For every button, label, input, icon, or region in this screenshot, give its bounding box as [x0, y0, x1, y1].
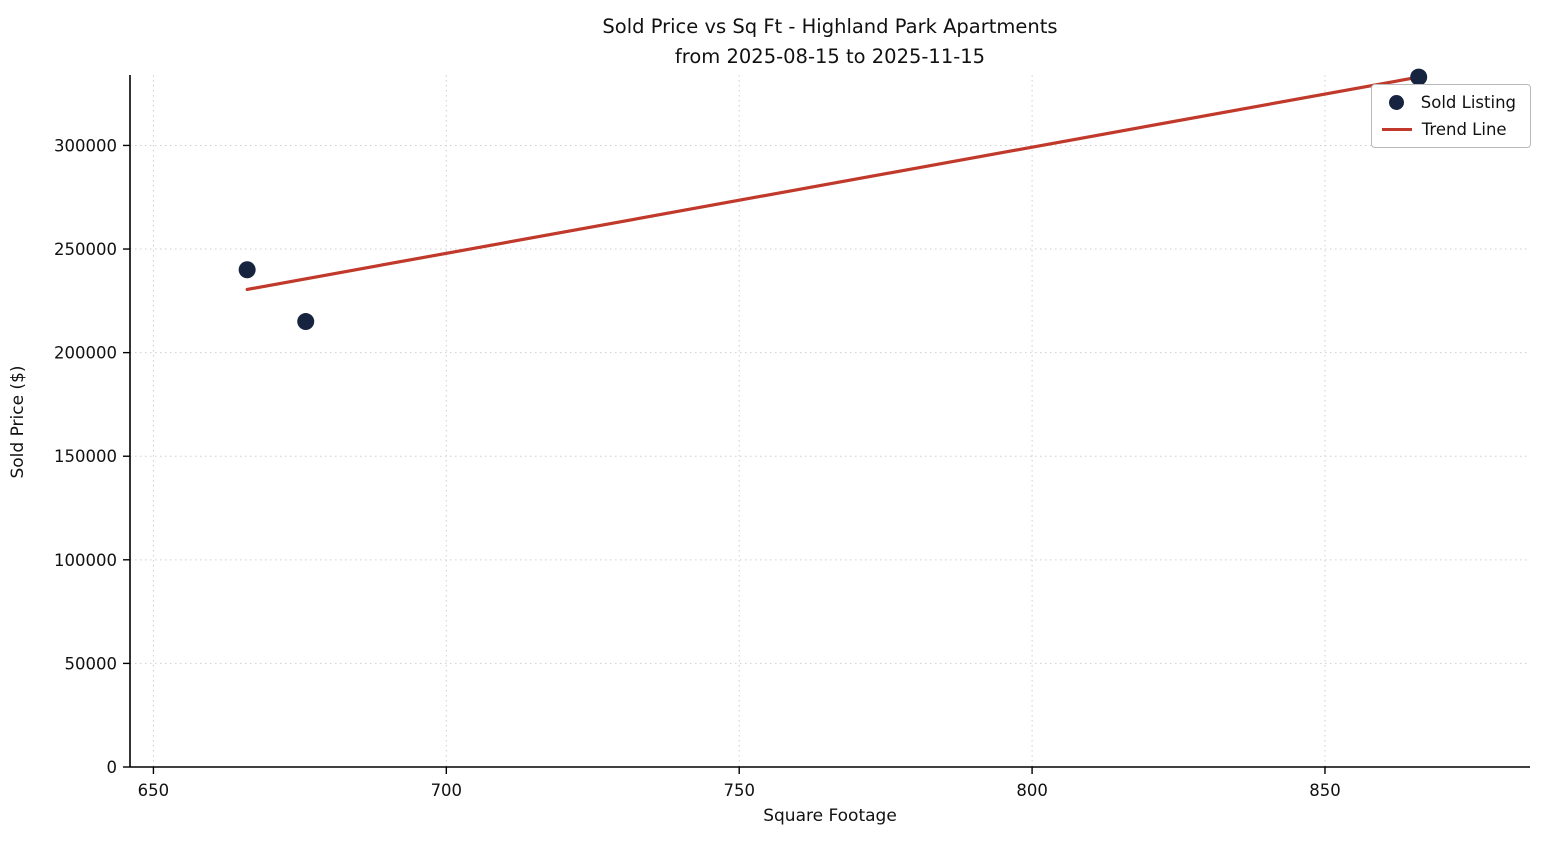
- sold-listing-marker-icon: [1388, 95, 1404, 110]
- x-tick-label: 750: [723, 781, 755, 800]
- legend-label-sold-listing: Sold Listing: [1420, 93, 1516, 112]
- y-tick-label: 200000: [54, 344, 117, 363]
- y-tick-label: 150000: [54, 447, 117, 466]
- y-tick-label: 50000: [65, 654, 118, 673]
- trend-line: [245, 75, 1421, 292]
- y-tick-label: 100000: [54, 551, 117, 570]
- trend-line-marker-icon: [1381, 128, 1412, 131]
- legend-item-trend-line: Trend Line: [1381, 120, 1516, 139]
- chart-title-line2: from 2025-08-15 to 2025-11-15: [674, 45, 986, 69]
- legend: Sold Listing Trend Line: [1370, 84, 1531, 148]
- legend-label-trend-line: Trend Line: [1421, 120, 1507, 139]
- scatter-point: [1410, 68, 1428, 86]
- y-axis-label: Sold Price ($): [8, 365, 28, 479]
- x-tick-label: 650: [138, 781, 170, 800]
- chart-title-line1: Sold Price vs Sq Ft - Highland Park Apar…: [602, 15, 1058, 38]
- y-tick-label: 0: [107, 758, 118, 777]
- chart-title: Sold Price vs Sq Ft - Highland Park Apar…: [130, 12, 1530, 72]
- x-tick-label: 800: [1016, 781, 1048, 800]
- y-tick-label: 250000: [54, 240, 117, 259]
- scatter-point: [238, 261, 256, 279]
- x-tick-label: 850: [1309, 781, 1341, 800]
- x-axis-label: Square Footage: [763, 806, 897, 826]
- scatter-point: [297, 313, 315, 331]
- x-tick-label: 700: [431, 781, 463, 800]
- legend-item-sold-listing: Sold Listing: [1382, 93, 1516, 112]
- y-tick-label: 300000: [54, 136, 117, 155]
